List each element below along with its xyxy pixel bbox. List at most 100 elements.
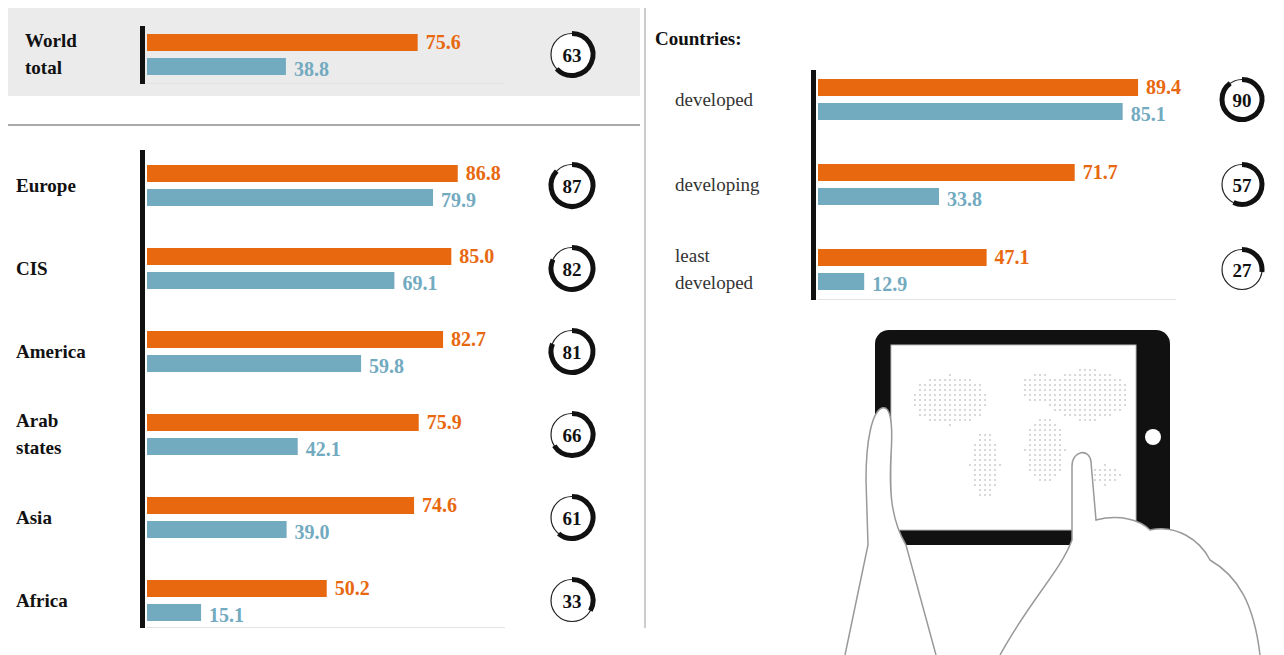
map-dot (1049, 459, 1051, 461)
map-dot (1029, 469, 1031, 471)
map-dot (974, 399, 976, 401)
bar (147, 34, 418, 51)
map-dot (1054, 399, 1056, 401)
map-dot (1104, 484, 1106, 486)
map-dot (1039, 479, 1041, 481)
map-dot (1054, 379, 1056, 381)
map-dot (1109, 394, 1111, 396)
map-dot (1089, 404, 1091, 406)
map-dot (1104, 379, 1106, 381)
map-dot (1119, 409, 1121, 411)
ring-arc (559, 497, 593, 539)
map-dot (1049, 429, 1051, 431)
right-hand (1000, 453, 1260, 655)
data-label: 75.6 (426, 31, 461, 53)
map-dot (1049, 464, 1051, 466)
category-label-line: developing (675, 174, 760, 195)
tablet-screen (891, 345, 1136, 530)
map-dot (984, 444, 986, 446)
map-dot (1104, 374, 1106, 376)
map-dot (1114, 469, 1116, 471)
map-dot (1104, 464, 1106, 466)
map-dot (984, 404, 986, 406)
map-dot (989, 479, 991, 481)
category-label: Africa (16, 590, 68, 611)
data-label: 47.1 (995, 246, 1030, 268)
map-dot (949, 379, 951, 381)
map-dot (1104, 384, 1106, 386)
ring-track (551, 497, 593, 539)
map-dot (1059, 459, 1061, 461)
ring-track (1222, 165, 1262, 205)
map-dot (984, 474, 986, 476)
map-dot (1079, 379, 1081, 381)
map-dot (1054, 439, 1056, 441)
ring-label: 81 (563, 342, 582, 363)
map-dot (1029, 429, 1031, 431)
map-dot (989, 434, 991, 436)
data-label: 79.9 (441, 189, 476, 211)
map-dot (1029, 389, 1031, 391)
map-dot (924, 414, 926, 416)
map-dot (929, 379, 931, 381)
map-dot (1039, 464, 1041, 466)
map-dot (934, 409, 936, 411)
map-dot (1064, 414, 1066, 416)
map-dot (1024, 379, 1026, 381)
map-dot (1114, 409, 1116, 411)
map-dot (1084, 409, 1086, 411)
map-dot (1084, 374, 1086, 376)
map-dot (949, 414, 951, 416)
map-dot (994, 459, 996, 461)
map-dot (984, 479, 986, 481)
map-dot (1094, 384, 1096, 386)
category-label-line: World (25, 30, 77, 51)
map-dot (1069, 414, 1071, 416)
map-dot (919, 414, 921, 416)
bars (147, 34, 418, 75)
map-dot (924, 404, 926, 406)
map-dot (1044, 444, 1046, 446)
map-dot (979, 469, 981, 471)
map-dot (954, 399, 956, 401)
map-dot (1074, 379, 1076, 381)
map-dot (1044, 459, 1046, 461)
map-dot (1064, 404, 1066, 406)
category-label: developing (675, 174, 760, 195)
map-dot (1054, 404, 1056, 406)
map-dot (919, 384, 921, 386)
map-dot (1054, 434, 1056, 436)
map-dot (1049, 434, 1051, 436)
map-dot (1039, 399, 1041, 401)
bar (147, 331, 443, 348)
data-label: 85.0 (459, 245, 494, 267)
map-dot (1034, 399, 1036, 401)
map-dot (944, 419, 946, 421)
map-dot (1084, 379, 1086, 381)
map-dot (1054, 409, 1056, 411)
bar (147, 58, 286, 75)
ring-arc (1233, 165, 1262, 205)
map-dot (929, 419, 931, 421)
map-dot (1089, 394, 1091, 396)
map-dot (1084, 404, 1086, 406)
map-dot (1089, 409, 1091, 411)
map-dot (949, 409, 951, 411)
data-label: 86.8 (466, 162, 501, 184)
map-dot (929, 414, 931, 416)
map-dot (984, 434, 986, 436)
data-label: 71.7 (1083, 161, 1118, 183)
map-dot (984, 484, 986, 486)
map-dot (944, 384, 946, 386)
map-dot (939, 409, 941, 411)
map-dot (934, 394, 936, 396)
map-dot (1029, 399, 1031, 401)
map-dot (974, 474, 976, 476)
map-dot (1094, 404, 1096, 406)
map-dot (1079, 384, 1081, 386)
map-dot (1089, 384, 1091, 386)
map-dot (1044, 429, 1046, 431)
map-dot (994, 464, 996, 466)
map-dot (1039, 419, 1041, 421)
map-dot (934, 404, 936, 406)
